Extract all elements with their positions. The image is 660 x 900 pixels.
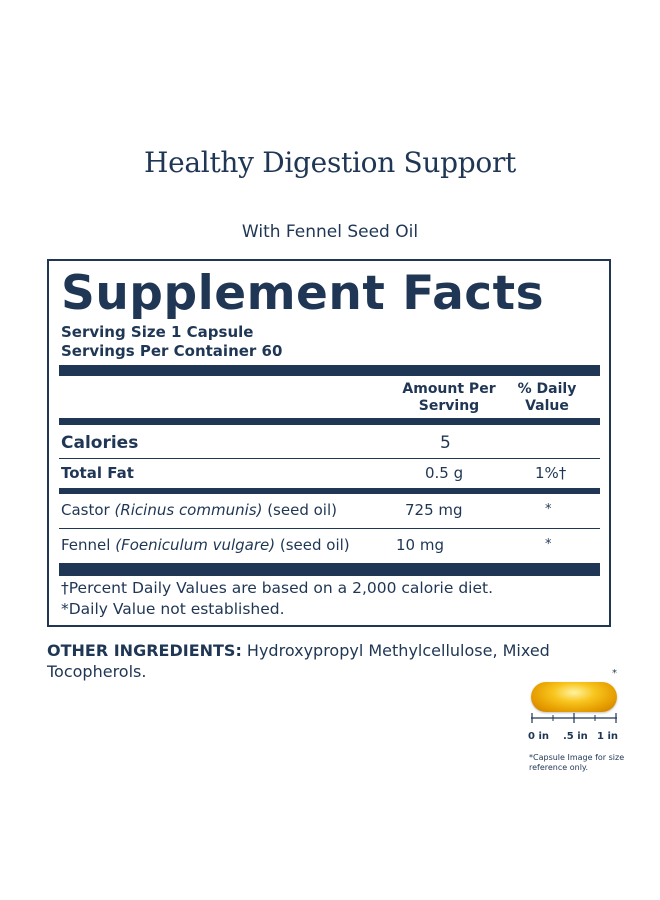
- row-fennel-name: Fennel (Foeniculum vulgare) (seed oil): [61, 536, 350, 554]
- row-total-fat-amount: 0.5 g: [425, 464, 464, 482]
- row-fennel-amount: 10 mg: [396, 536, 444, 554]
- serving-size: Serving Size 1 Capsule: [61, 323, 254, 341]
- supplement-facts-panel: Supplement Facts Serving Size 1 Capsule …: [47, 259, 611, 627]
- page-heading: Healthy Digestion Support: [144, 146, 516, 179]
- divider: [59, 528, 600, 529]
- row-castor-dv: *: [545, 502, 552, 517]
- col-dv-header-line2: Value: [525, 398, 569, 414]
- row-fennel-latin: (Foeniculum vulgare): [115, 536, 276, 554]
- servings-per-container: Servings Per Container 60: [61, 342, 283, 360]
- col-dv-header: % Daily Value: [507, 381, 587, 415]
- row-castor-amount: 725 mg: [405, 501, 463, 519]
- other-ingredients-label: OTHER INGREDIENTS:: [47, 641, 242, 660]
- row-calories-amount: 5: [440, 433, 451, 453]
- row-castor-part: (seed oil): [262, 501, 337, 519]
- ruler-label-1: 1 in: [597, 731, 618, 742]
- capsule-note: *Capsule Image for size reference only.: [529, 753, 625, 772]
- col-amount-header-line2: Serving: [418, 398, 480, 414]
- ruler-label-half: .5 in: [563, 731, 588, 742]
- col-amount-header: Amount Per Serving: [389, 381, 509, 415]
- supplement-facts-title: Supplement Facts: [61, 266, 545, 321]
- capsule-image: [531, 682, 617, 712]
- col-dv-header-line1: % Daily: [517, 381, 577, 397]
- footnote-daily-values: †Percent Daily Values are based on a 2,0…: [61, 579, 494, 597]
- page-subheading: With Fennel Seed Oil: [241, 222, 419, 242]
- row-fennel-dv: *: [545, 537, 552, 552]
- other-ingredients: OTHER INGREDIENTS: Hydroxypropyl Methylc…: [47, 640, 607, 682]
- ruler-label-0: 0 in: [528, 731, 549, 742]
- header-thick-bar: [59, 365, 600, 376]
- row-fennel-common: Fennel: [61, 536, 116, 554]
- capsule-star: *: [612, 668, 617, 679]
- other-ingredients-text: Hydroxypropyl Methylcellulose, Mixed Toc…: [47, 641, 550, 681]
- row-castor-latin: (Ricinus communis): [114, 501, 263, 519]
- row-castor-common: Castor: [61, 501, 115, 519]
- divider: [59, 458, 600, 459]
- footnote-not-established: *Daily Value not established.: [61, 600, 285, 618]
- capsule-ruler: [531, 713, 617, 723]
- row-total-fat-dv: 1%†: [535, 464, 567, 482]
- row-fennel-part: (seed oil): [275, 536, 350, 554]
- header-medium-bar: [59, 418, 600, 425]
- row-total-fat-name: Total Fat: [61, 464, 134, 482]
- col-amount-header-line1: Amount Per: [402, 381, 496, 397]
- row-calories-name: Calories: [61, 433, 139, 453]
- footer-thick-bar: [59, 563, 600, 576]
- row-castor-name: Castor (Ricinus communis) (seed oil): [61, 501, 337, 519]
- fat-thick-bar: [59, 488, 600, 494]
